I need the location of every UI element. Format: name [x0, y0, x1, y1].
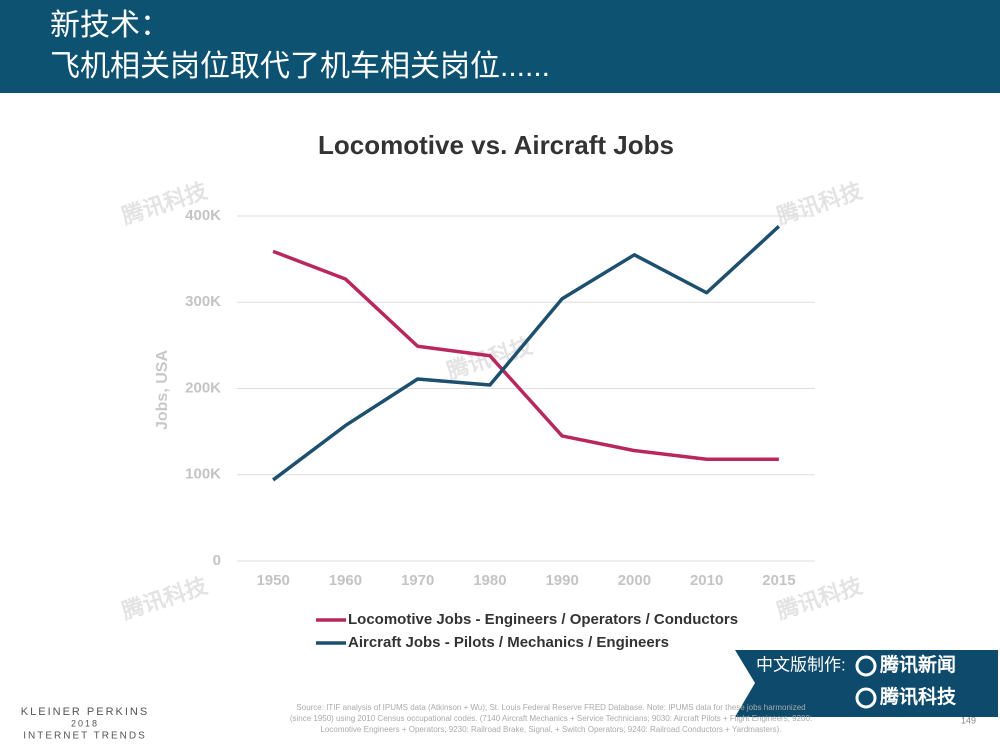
- y-tick-label: 400K: [185, 207, 221, 224]
- legend-label: Locomotive Jobs - Engineers / Operators …: [348, 611, 738, 628]
- x-tick-label: 1950: [256, 572, 289, 589]
- badge-icon: [855, 687, 877, 709]
- badge-prefix: 中文版制作:: [756, 655, 846, 674]
- legend-label: Aircraft Jobs - Pilots / Mechanics / Eng…: [348, 634, 669, 651]
- x-tick-label: 1960: [329, 572, 362, 589]
- source-note: Source: ITIF analysis of IPUMS data (Atk…: [296, 703, 805, 712]
- badge-text: 腾讯科技: [879, 685, 957, 708]
- x-tick-label: 1990: [545, 572, 578, 589]
- series-line: [272, 225, 781, 482]
- x-tick-label: 1980: [473, 572, 506, 589]
- y-axis-label: Jobs, USA: [154, 350, 171, 430]
- source-note: (since 1950) using 2010 Census occupatio…: [290, 714, 812, 723]
- x-tick-label: 1970: [401, 572, 434, 589]
- brand: KLEINER PERKINS: [21, 706, 149, 718]
- badge-text: 腾讯新闻: [879, 653, 956, 676]
- badge-bg: [735, 650, 998, 717]
- source-note: Locomotive Engineers + Operators; 9230: …: [320, 725, 781, 734]
- y-tick-label: 0: [213, 552, 221, 569]
- slide-title: 新技术：: [50, 9, 170, 42]
- badge-icon: [855, 655, 877, 677]
- y-tick-label: 100K: [185, 466, 221, 483]
- series-line: [272, 249, 779, 461]
- header-band: [0, 0, 1000, 93]
- watermark: 腾讯科技: [774, 178, 866, 229]
- brand: INTERNET TRENDS: [23, 731, 147, 742]
- x-tick-label: 2010: [690, 572, 723, 589]
- chart-title: Locomotive vs. Aircraft Jobs: [318, 130, 674, 160]
- x-tick-label: 2000: [618, 572, 651, 589]
- page-number: 149: [961, 715, 976, 725]
- y-tick-label: 200K: [185, 379, 221, 396]
- brand: 2018: [71, 718, 99, 728]
- slide-title: 飞机相关岗位取代了机车相关岗位......: [50, 50, 550, 83]
- y-tick-label: 300K: [185, 293, 221, 310]
- watermark: 腾讯科技: [119, 573, 211, 624]
- x-tick-label: 2015: [762, 572, 795, 589]
